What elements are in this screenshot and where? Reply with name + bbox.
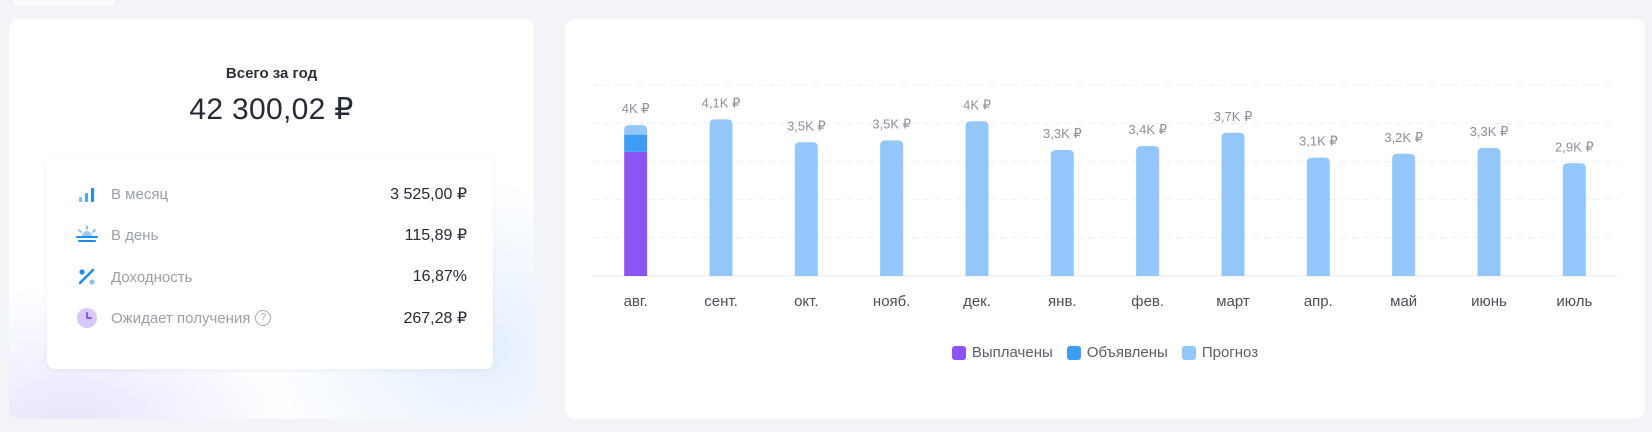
- x-tick-label: март: [1216, 293, 1250, 310]
- bar-value-label: 4K ₽: [622, 101, 650, 116]
- bar-авг.-Выплачены[interactable]: [624, 151, 648, 276]
- x-tick-label: июль: [1556, 293, 1592, 310]
- bar-value-label: 3,3K ₽: [1470, 124, 1509, 139]
- x-tick-label: апр.: [1304, 293, 1333, 310]
- stats-panel: В месяц 3 525,00 ₽ В день 115,89 ₽: [47, 155, 493, 369]
- bar-value-label: 3,1K ₽: [1299, 134, 1338, 149]
- bar-value-label: 3,5K ₽: [872, 116, 911, 131]
- bar-сент.-Прогноз[interactable]: [709, 119, 733, 276]
- summary-header: Всего за год 42 300,02 ₽: [9, 65, 534, 127]
- x-tick-label: сент.: [704, 293, 738, 310]
- stat-label: Доходность: [111, 268, 193, 286]
- x-tick-label: авг.: [624, 293, 648, 310]
- stat-value: 267,28 ₽: [403, 310, 467, 327]
- legend-label: Объявлены: [1086, 344, 1168, 361]
- summary-card: Всего за год 42 300,02 ₽ В месяц 3 525,0…: [9, 19, 534, 419]
- stat-value: 16,87%: [412, 268, 467, 285]
- stat-value: 115,89 ₽: [404, 227, 467, 244]
- x-tick-label: дек.: [963, 293, 991, 310]
- bar-value-label: 2,9K ₽: [1555, 139, 1594, 154]
- legend-item[interactable]: Объявлены: [1066, 344, 1168, 361]
- top-tab-stub: [14, 0, 114, 6]
- legend-swatch: [1066, 345, 1081, 360]
- x-tick-label: янв.: [1048, 293, 1077, 310]
- x-tick-label: нояб.: [873, 293, 911, 310]
- legend-swatch: [951, 345, 966, 360]
- bar-value-label: 3,3K ₽: [1043, 126, 1082, 141]
- chart-legend: Выплачены Объявлены Прогноз: [565, 344, 1645, 361]
- stat-label: В день: [111, 226, 159, 244]
- summary-title: Всего за год: [225, 65, 318, 82]
- legend-item[interactable]: Выплачены: [951, 344, 1053, 361]
- legend-label: Прогноз: [1201, 344, 1259, 361]
- bar-value-label: 4,1K ₽: [702, 95, 741, 110]
- bar-янв.-Прогноз[interactable]: [1050, 149, 1074, 276]
- bar-март-Прогноз[interactable]: [1221, 132, 1245, 276]
- sunrise-icon: [75, 223, 99, 247]
- bar-value-label: 3,5K ₽: [787, 118, 826, 133]
- bar-май-Прогноз[interactable]: [1392, 153, 1416, 276]
- bar-июль-Прогноз[interactable]: [1562, 163, 1586, 276]
- x-tick-label: окт.: [794, 293, 818, 310]
- clock-icon: [75, 306, 99, 330]
- summary-total: 42 300,02 ₽: [189, 93, 354, 126]
- bar-value-label: 3,4K ₽: [1128, 122, 1167, 137]
- bar-окт.-Прогноз[interactable]: [794, 142, 818, 276]
- bar-chart-icon: [75, 182, 99, 206]
- legend-label: Выплачены: [971, 344, 1053, 361]
- bar-авг.-Прогноз[interactable]: [624, 125, 648, 135]
- x-tick-label: май: [1390, 293, 1417, 310]
- chart-card: 4K ₽ авг. 4,1K ₽ сент. 3,5K ₽ окт. 3,5K ₽ нояб.…: [565, 19, 1645, 419]
- bar-апр.-Прогноз[interactable]: [1306, 157, 1330, 276]
- stat-row-yield: Доходность 16,87%: [75, 262, 467, 292]
- percent-icon: [75, 265, 99, 289]
- x-tick-label: июнь: [1471, 293, 1507, 310]
- stat-label: В месяц: [111, 185, 169, 203]
- stat-label: Ожидает получения ?: [111, 310, 403, 327]
- bar-дек.-Прогноз[interactable]: [965, 121, 989, 276]
- legend-swatch: [1181, 345, 1196, 360]
- bar-фев.-Прогноз[interactable]: [1136, 146, 1160, 276]
- bar-value-label: 3,7K ₽: [1214, 109, 1253, 124]
- bar-value-label: 3,2K ₽: [1384, 130, 1423, 145]
- stat-label-text: Ожидает получения: [111, 309, 251, 327]
- bar-июнь-Прогноз[interactable]: [1477, 148, 1501, 276]
- bar-chart: 4K ₽ авг. 4,1K ₽ сент. 3,5K ₽ окт. 3,5K ₽ нояб.…: [593, 84, 1617, 310]
- stat-row-daily: В день 115,89 ₽: [75, 220, 467, 250]
- stat-value: 3 525,00 ₽: [390, 186, 467, 203]
- help-icon[interactable]: ?: [255, 310, 272, 326]
- bar-нояб.-Прогноз[interactable]: [880, 140, 904, 276]
- stat-row-pending: Ожидает получения ? 267,28 ₽: [75, 303, 467, 333]
- legend-item[interactable]: Прогноз: [1181, 344, 1259, 361]
- stat-row-monthly: В месяц 3 525,00 ₽: [75, 179, 467, 209]
- x-tick-label: фев.: [1131, 293, 1164, 310]
- bar-value-label: 4K ₽: [963, 97, 991, 112]
- bar-авг.-Объявлены[interactable]: [624, 134, 648, 152]
